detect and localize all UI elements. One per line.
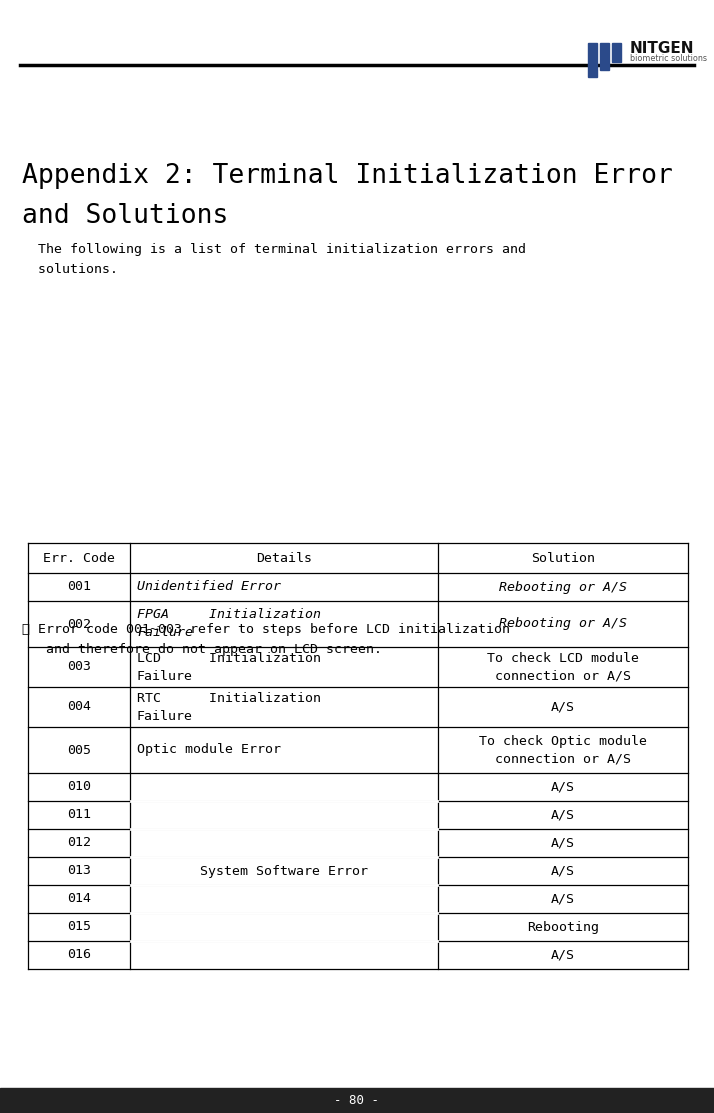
Text: Unidentified Error: Unidentified Error — [137, 581, 281, 593]
Text: A/S: A/S — [551, 808, 575, 821]
Text: Details: Details — [256, 552, 312, 564]
Text: A/S: A/S — [551, 893, 575, 906]
Text: Rebooting or A/S: Rebooting or A/S — [499, 618, 627, 630]
Bar — [588, 43, 597, 77]
Text: 016: 016 — [67, 948, 91, 962]
Text: Rebooting: Rebooting — [527, 920, 599, 934]
Text: RTC      Initialization
Failure: RTC Initialization Failure — [137, 691, 321, 722]
Text: 005: 005 — [67, 743, 91, 757]
Text: ※ Error code 001~003 refer to steps before LCD initialization: ※ Error code 001~003 refer to steps befo… — [22, 623, 510, 636]
Bar — [600, 43, 609, 70]
Bar — [612, 43, 621, 62]
Text: 013: 013 — [67, 865, 91, 877]
Text: and Solutions: and Solutions — [22, 203, 228, 229]
Text: 003: 003 — [67, 660, 91, 673]
Text: 011: 011 — [67, 808, 91, 821]
Text: A/S: A/S — [551, 700, 575, 713]
Text: A/S: A/S — [551, 865, 575, 877]
Text: Appendix 2: Terminal Initialization Error: Appendix 2: Terminal Initialization Erro… — [22, 162, 673, 189]
Text: Solution: Solution — [531, 552, 595, 564]
Text: Err. Code: Err. Code — [43, 552, 115, 564]
Text: FPGA     Initialization
Failure: FPGA Initialization Failure — [137, 609, 321, 640]
Text: A/S: A/S — [551, 837, 575, 849]
Text: 004: 004 — [67, 700, 91, 713]
Text: LCD      Initialization
Failure: LCD Initialization Failure — [137, 651, 321, 682]
Text: NITGEN: NITGEN — [630, 41, 695, 56]
Text: Rebooting or A/S: Rebooting or A/S — [499, 581, 627, 593]
Bar — [0, 1089, 714, 1113]
Text: A/S: A/S — [551, 780, 575, 794]
Text: A/S: A/S — [551, 948, 575, 962]
Text: The following is a list of terminal initialization errors and
  solutions.: The following is a list of terminal init… — [22, 243, 526, 276]
Text: System Software Error: System Software Error — [200, 865, 368, 877]
Text: and therefore do not appear on LCD screen.: and therefore do not appear on LCD scree… — [22, 643, 382, 656]
Text: 010: 010 — [67, 780, 91, 794]
Text: Optic module Error: Optic module Error — [137, 743, 281, 757]
Text: biometric solutions: biometric solutions — [630, 55, 707, 63]
Text: To check Optic module
connection or A/S: To check Optic module connection or A/S — [479, 735, 647, 766]
Text: To check LCD module
connection or A/S: To check LCD module connection or A/S — [487, 651, 639, 682]
Text: 012: 012 — [67, 837, 91, 849]
Text: 001: 001 — [67, 581, 91, 593]
Text: - 80 -: - 80 - — [334, 1094, 380, 1107]
Text: 002: 002 — [67, 618, 91, 630]
Text: 014: 014 — [67, 893, 91, 906]
Text: 015: 015 — [67, 920, 91, 934]
